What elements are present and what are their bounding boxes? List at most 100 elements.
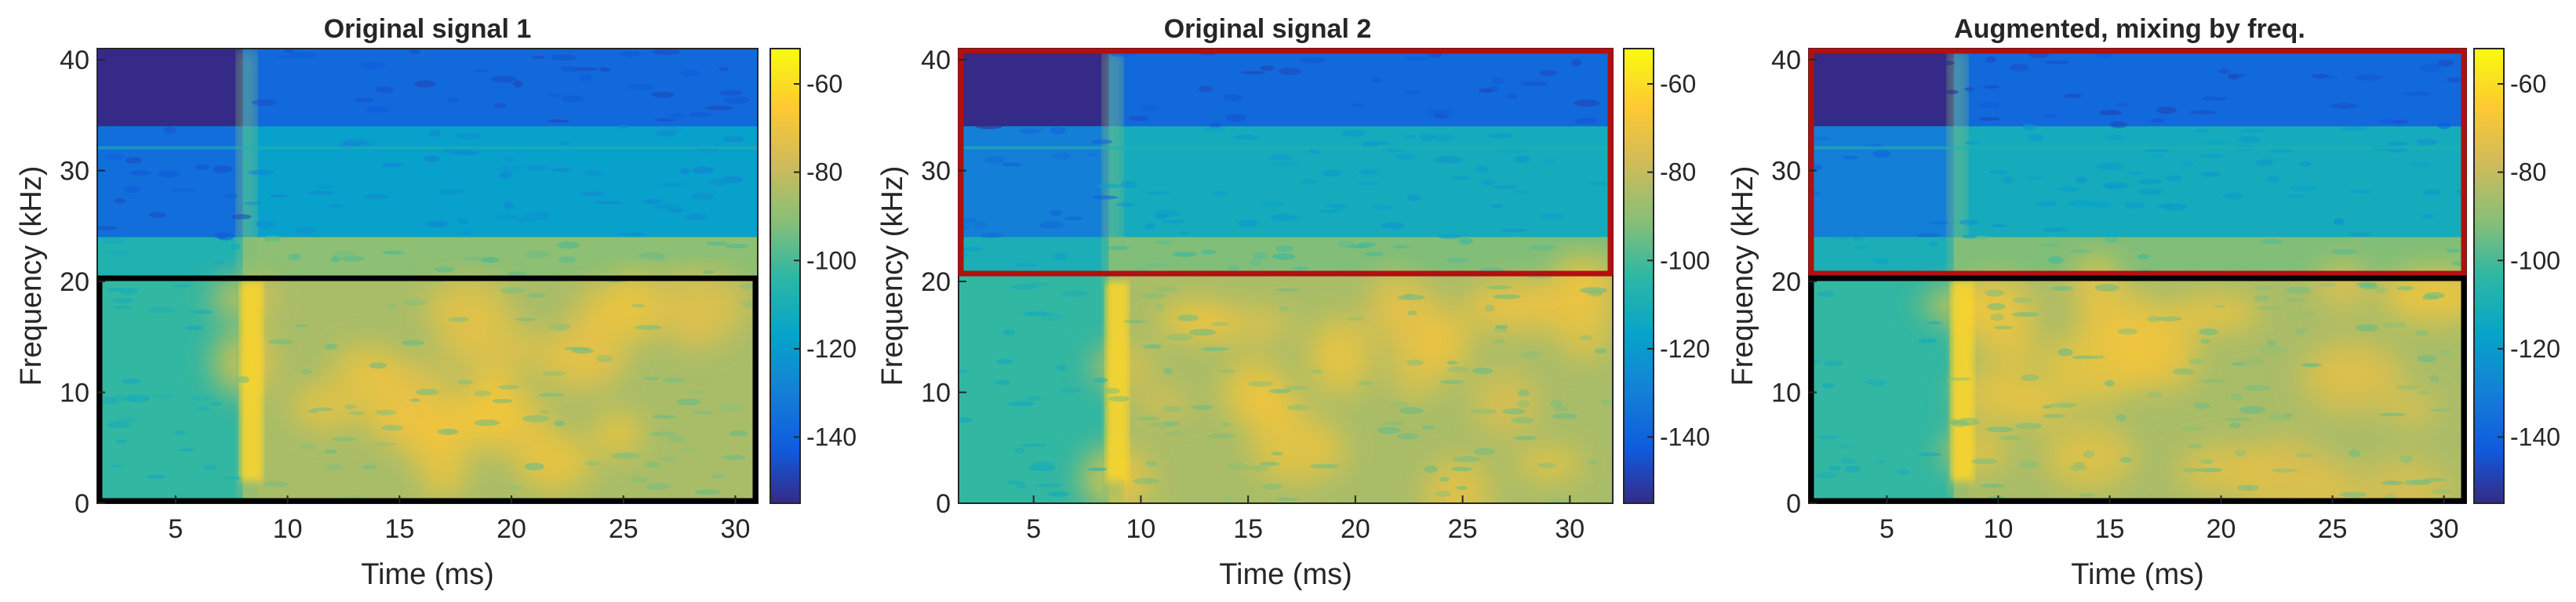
heatmap-speckle-dot	[2379, 118, 2396, 125]
colorbar: -60 -80 -100 -120 -140	[2473, 48, 2560, 504]
heatmap-speckle-dot	[2194, 402, 2210, 409]
heatmap-speckle-dot	[2333, 218, 2344, 225]
heatmap-speckle-dot	[694, 489, 721, 495]
heatmap-speckle-dot	[2295, 328, 2308, 334]
heatmap-speckle-dot	[1494, 339, 1505, 343]
heatmap-speckle-dot	[2047, 256, 2064, 264]
heatmap-speckle-dot	[1988, 170, 2008, 175]
heatmap-speckle-dot	[722, 136, 744, 143]
heatmap-speckle-dot	[2319, 283, 2336, 288]
heatmap-speckle-dot	[1427, 109, 1454, 115]
heatmap-blob	[645, 269, 749, 343]
x-axis-label: Time (ms)	[2071, 558, 2204, 591]
heatmap-speckle-dot	[209, 401, 222, 407]
heatmap-speckle-dot	[2014, 422, 2043, 430]
heatmap-speckle-dot	[126, 157, 143, 164]
y-tick-label: 40	[1771, 45, 1801, 75]
heatmap-speckle-dot	[1200, 249, 1217, 255]
heatmap-speckle-dot	[1451, 176, 1470, 180]
heatmap-speckle-dot	[2238, 136, 2261, 144]
heatmap-speckle-dot	[1140, 292, 1168, 299]
highlight-box-1	[1808, 48, 2467, 277]
heatmap-speckle-dot	[1275, 288, 1300, 292]
heatmap-speckle-dot	[2416, 138, 2438, 146]
heatmap-speckle-dot	[330, 256, 340, 263]
y-tick-label: 20	[1771, 267, 1801, 297]
heatmap-speckle-dot	[1145, 460, 1157, 467]
heatmap-speckle-dot	[2078, 493, 2095, 497]
heatmap-speckle-dot	[2330, 103, 2358, 109]
heatmap-speckle-dot	[2019, 460, 2039, 469]
heatmap-speckle-dot	[658, 455, 679, 462]
heatmap-speckle-dot	[2104, 379, 2115, 386]
heatmap-speckle-dot	[255, 220, 275, 228]
x-tick-label: 20	[1341, 514, 1370, 544]
heatmap-speckle-dot	[2188, 444, 2203, 449]
heatmap-speckle-dot	[499, 171, 512, 180]
heatmap-speckle-dot	[1377, 426, 1401, 434]
heatmap-speckle-dot	[1945, 377, 1972, 381]
heatmap-speckle-dot	[2189, 110, 2218, 114]
heatmap-speckle-dot	[366, 106, 391, 113]
heatmap-speckle-dot	[2286, 286, 2312, 294]
heatmap-speckle-dot	[662, 130, 676, 136]
heatmap-speckle-dot	[2116, 103, 2130, 107]
heatmap-speckle-dot	[2043, 227, 2063, 233]
colorbar-gradient	[1623, 48, 1654, 504]
heatmap-speckle-dot	[2348, 449, 2361, 458]
heatmap-speckle-dot	[1491, 78, 1504, 85]
heatmap-speckle-dot	[1237, 219, 1260, 227]
heatmap-speckle-dot	[2436, 350, 2454, 355]
heatmap-speckle-dot	[1093, 377, 1108, 383]
heatmap-speckle-dot	[1492, 185, 1519, 189]
heatmap-speckle-dot	[1529, 245, 1556, 251]
heatmap-speckle-dot	[1253, 252, 1268, 259]
heatmap-speckle-dot	[251, 99, 278, 106]
heatmap-speckle-dot	[2256, 158, 2274, 166]
heatmap-speckle-dot	[1155, 213, 1167, 219]
heatmap-speckle-dot	[532, 56, 545, 60]
heatmap-speckle-dot	[1959, 219, 1979, 225]
heatmap-speckle-dot	[1823, 361, 1844, 367]
heatmap-speckle-dot	[1594, 348, 1607, 354]
heatmap-speckle-dot	[237, 375, 250, 383]
heatmap-speckle-dot	[1219, 422, 1232, 427]
heatmap-speckle-dot	[409, 49, 420, 54]
heatmap-speckle-dot	[1809, 136, 1832, 141]
heatmap-speckle-dot	[438, 189, 464, 194]
heatmap-speckle-dot	[2222, 192, 2244, 199]
heatmap-speckle-dot	[2119, 457, 2132, 463]
heatmap-speckle-dot	[1917, 452, 1942, 457]
heatmap-speckle-dot	[202, 464, 217, 471]
heatmap-speckle-dot	[456, 132, 482, 140]
heatmap-speckle-dot	[1240, 71, 1266, 74]
heatmap-speckle-dot	[599, 67, 610, 72]
heatmap-speckle-dot	[2286, 194, 2306, 198]
heatmap-speckle-dot	[1108, 396, 1130, 402]
heatmap-speckle-dot	[1172, 252, 1198, 257]
heatmap-speckle-dot	[513, 80, 523, 88]
heatmap-blob	[438, 321, 545, 372]
heatmap-speckle-dot	[1471, 408, 1497, 415]
heatmap-speckle-dot	[719, 89, 744, 96]
heatmap-speckle-dot	[2228, 74, 2239, 80]
heatmap-speckle-dot	[381, 162, 403, 168]
heatmap-blob	[2167, 296, 2261, 331]
heatmap-band-active	[1108, 49, 1613, 127]
colorbar: -60 -80 -100 -120 -140	[1623, 48, 1710, 504]
colorbar-tick-label: -60	[806, 70, 842, 98]
heatmap-speckle-dot	[1249, 259, 1263, 267]
heatmap-speckle-dot	[651, 92, 675, 98]
heatmap-speckle-dot	[1091, 139, 1113, 144]
heatmap-speckle-dot	[1514, 155, 1530, 163]
heatmap-speckle-dot	[1451, 466, 1472, 472]
heatmap-speckle-dot	[1990, 313, 2005, 321]
heatmap-speckle-dot	[1435, 491, 1451, 497]
heatmap-speckle-dot	[1870, 257, 1889, 263]
heatmap-speckle-dot	[2295, 452, 2312, 458]
heatmap-speckle-dot	[1446, 361, 1458, 365]
heatmap-speckle-dot	[1520, 81, 1548, 86]
y-axis-label: Frequency (kHz)	[15, 166, 48, 386]
heatmap-speckle-dot	[1817, 435, 1839, 440]
heatmap-speckle-dot	[2267, 413, 2292, 422]
